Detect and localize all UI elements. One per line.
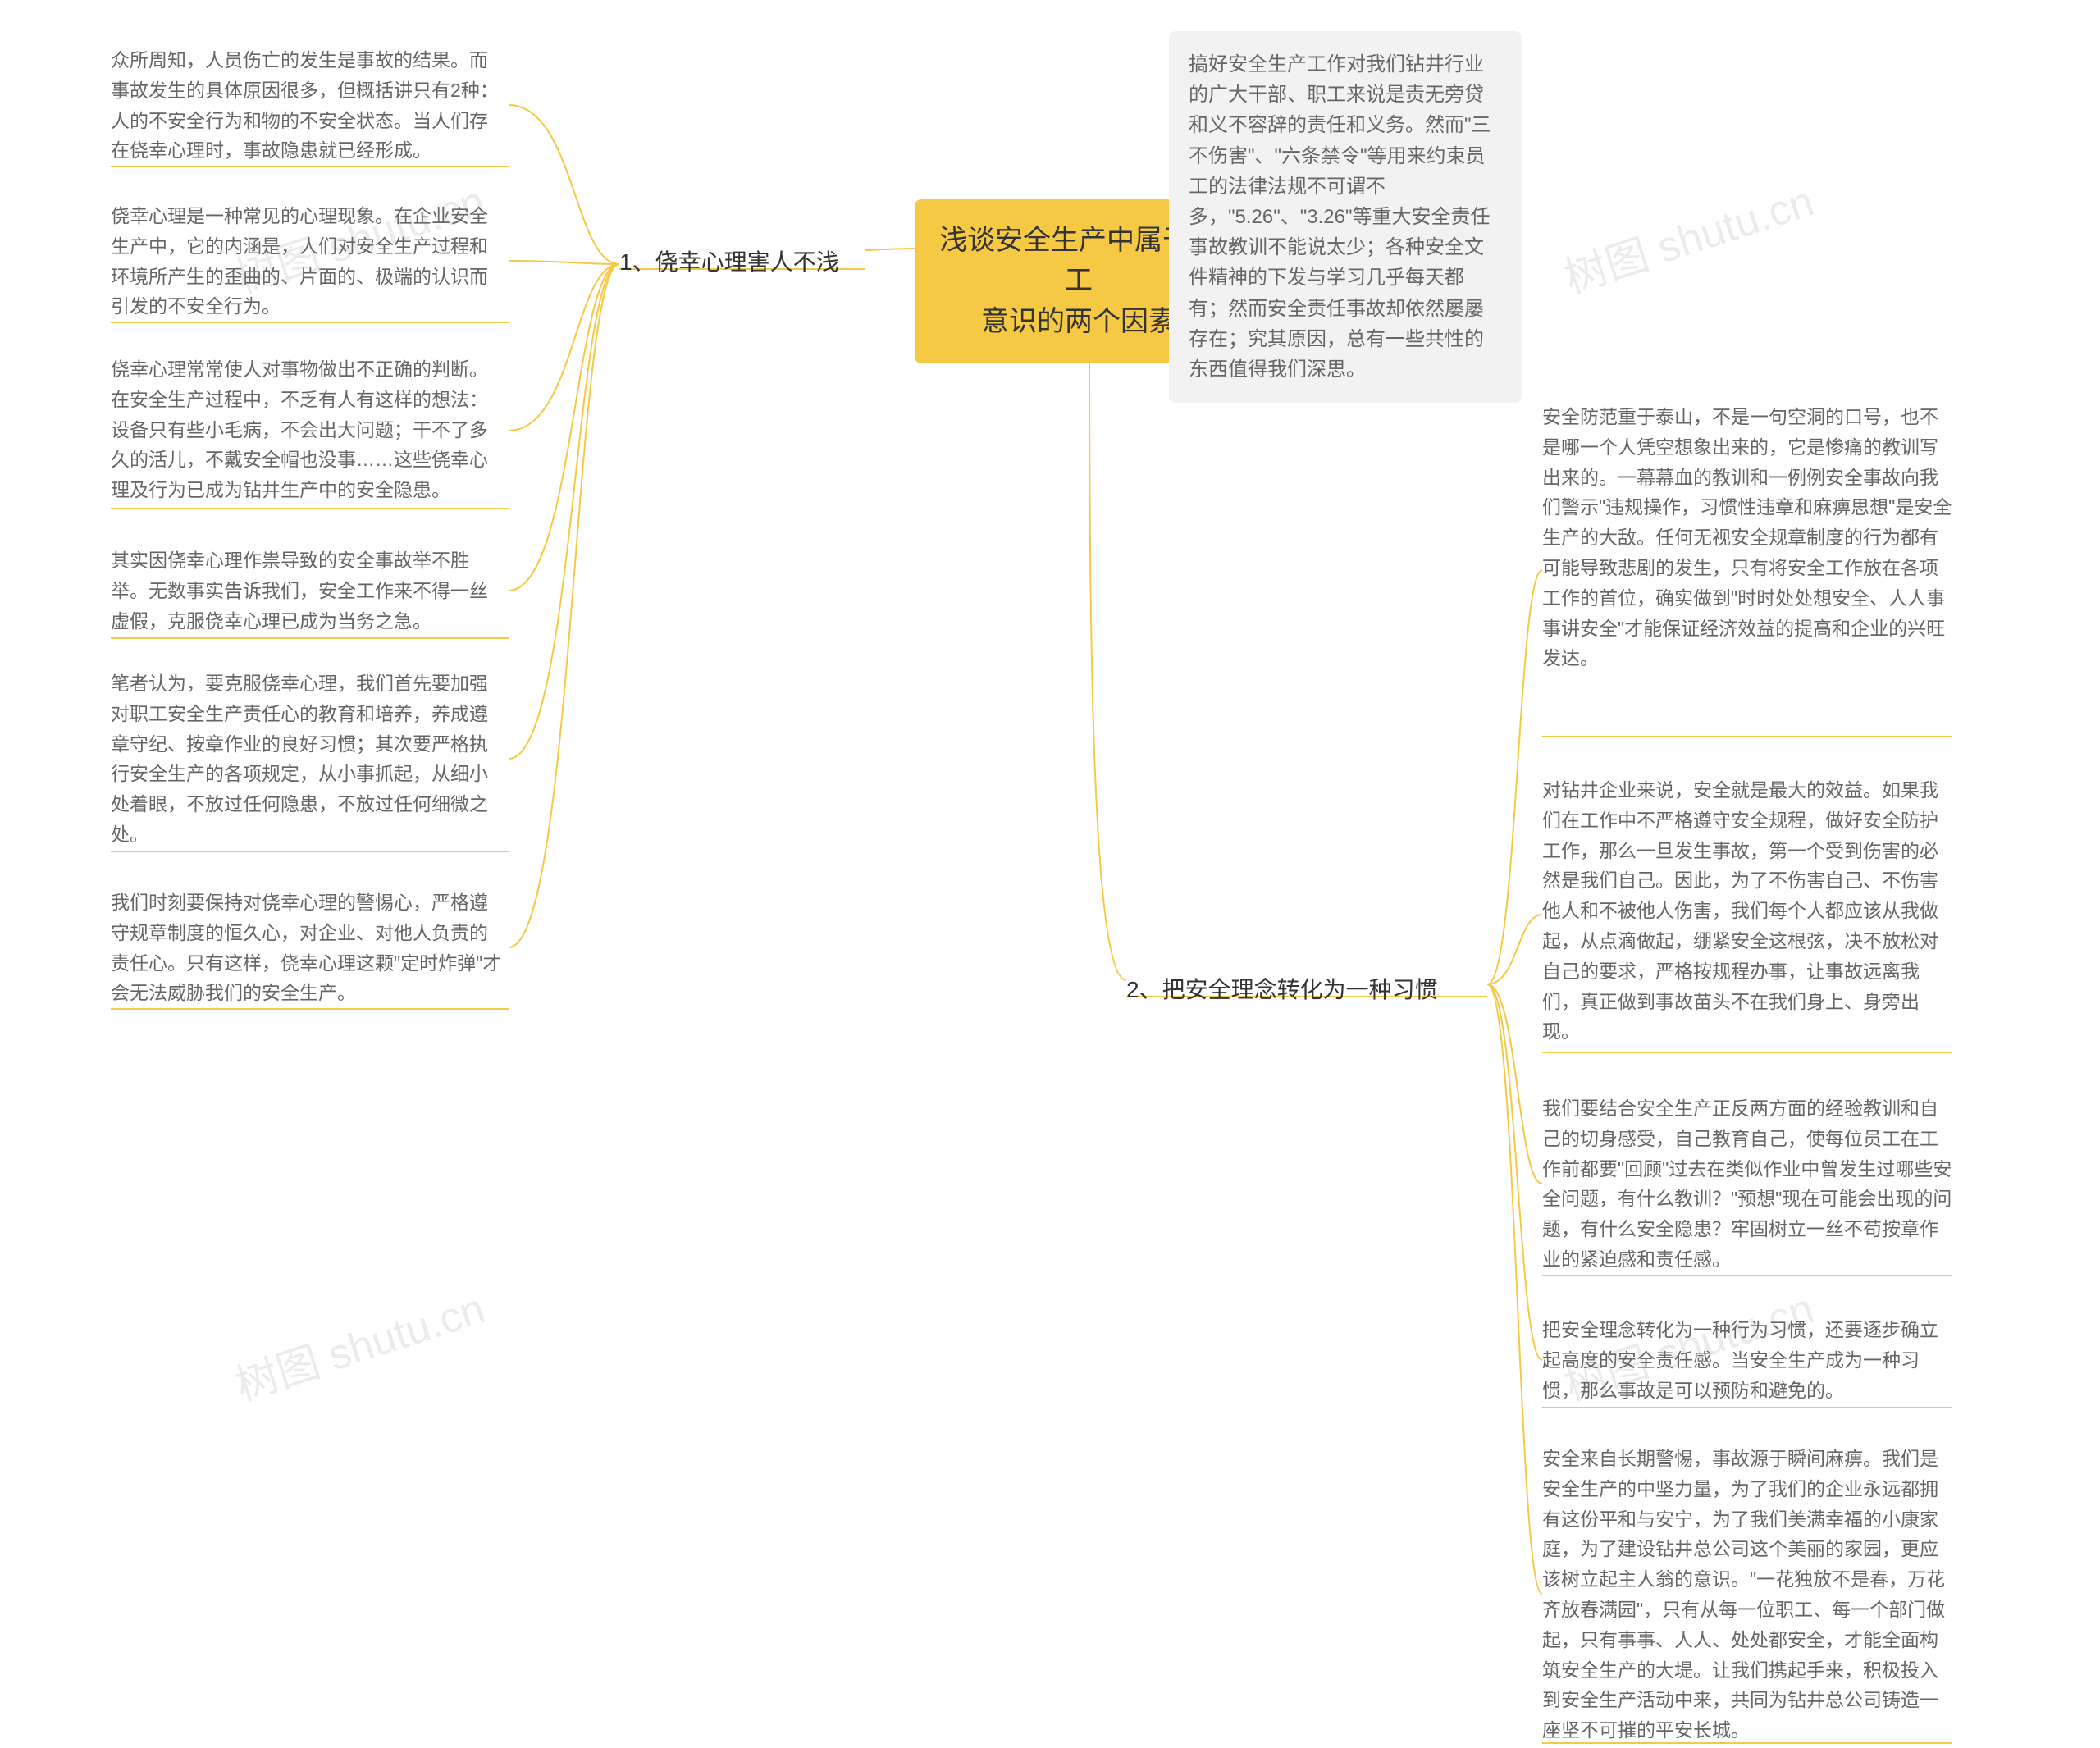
right-branch[interactable]: 2、把安全理念转化为一种习惯 <box>1126 964 1487 1015</box>
right-branch-label: 2、把安全理念转化为一种习惯 <box>1126 977 1438 1002</box>
right-leaf-2[interactable]: 我们要结合安全生产正反两方面的经验教训和自己的切身感受，自己教育自己，使每位员工… <box>1542 1093 1952 1275</box>
left-leaf-text: 侥幸心理是一种常见的心理现象。在企业安全生产中，它的内涵是，人们对安全生产过程和… <box>111 205 488 317</box>
left-leaf-3[interactable]: 其实因侥幸心理作祟导致的安全事故举不胜举。无数事实告诉我们，安全工作来不得一丝虚… <box>111 545 504 636</box>
right-leaf-4[interactable]: 安全来自长期警惕，事故源于瞬间麻痹。我们是安全生产的中坚力量，为了我们的企业永远… <box>1542 1444 1952 1746</box>
right-leaf-text: 把安全理念转化为一种行为习惯，还要逐步确立起高度的安全责任感。当安全生产成为一种… <box>1542 1319 1938 1401</box>
right-leaf-text: 安全防范重于泰山，不是一句空洞的口号，也不是哪一个人凭空想象出来的，它是惨痛的教… <box>1542 406 1952 669</box>
intro-text: 搞好安全生产工作对我们钻井行业的广大干部、职工来说是责无旁贷和义不容辞的责任和义… <box>1189 53 1491 381</box>
root-title-line2: 意识的两个因素 <box>981 306 1176 337</box>
left-leaf-5[interactable]: 我们时刻要保持对侥幸心理的警惕心，严格遵守规章制度的恒久心，对企业、对他人负责的… <box>111 888 504 1008</box>
right-leaf-3[interactable]: 把安全理念转化为一种行为习惯，还要逐步确立起高度的安全责任感。当安全生产成为一种… <box>1542 1315 1952 1405</box>
watermark: 树图 shutu.cn <box>226 1274 491 1413</box>
right-leaf-text: 我们要结合安全生产正反两方面的经验教训和自己的切身感受，自己教育自己，使每位员工… <box>1542 1098 1952 1270</box>
left-leaf-text: 我们时刻要保持对侥幸心理的警惕心，严格遵守规章制度的恒久心，对企业、对他人负责的… <box>111 892 501 1003</box>
left-leaf-0[interactable]: 众所周知，人员伤亡的发生是事故的结果。而事故发生的具体原因很多，但概括讲只有2种… <box>111 45 504 166</box>
left-branch-label: 1、侥幸心理害人不浅 <box>619 249 839 275</box>
left-leaf-text: 侥幸心理常常使人对事物做出不正确的判断。在安全生产过程中，不乏有人有这样的想法：… <box>111 358 488 500</box>
right-leaf-0[interactable]: 安全防范重于泰山，不是一句空洞的口号，也不是哪一个人凭空想象出来的，它是惨痛的教… <box>1542 402 1952 673</box>
left-leaf-2[interactable]: 侥幸心理常常使人对事物做出不正确的判断。在安全生产过程中，不乏有人有这样的想法：… <box>111 354 504 505</box>
left-leaf-4[interactable]: 笔者认为，要克服侥幸心理，我们首先要加强对职工安全生产责任心的教育和培养，养成遵… <box>111 669 504 850</box>
left-leaf-text: 众所周知，人员伤亡的发生是事故的结果。而事故发生的具体原因很多，但概括讲只有2种… <box>111 49 499 161</box>
left-leaf-1[interactable]: 侥幸心理是一种常见的心理现象。在企业安全生产中，它的内涵是，人们对安全生产过程和… <box>111 201 504 322</box>
right-leaf-text: 安全来自长期警惕，事故源于瞬间麻痹。我们是安全生产的中坚力量，为了我们的企业永远… <box>1542 1448 1945 1741</box>
right-leaf-text: 对钻井企业来说，安全就是最大的效益。如果我们在工作中不严格遵守安全规程，做好安全… <box>1542 779 1938 1042</box>
intro-box[interactable]: 搞好安全生产工作对我们钻井行业的广大干部、职工来说是责无旁贷和义不容辞的责任和义… <box>1169 31 1522 403</box>
left-branch[interactable]: 1、侥幸心理害人不浅 <box>619 236 865 288</box>
watermark: 树图 shutu.cn <box>1555 167 1820 305</box>
left-leaf-text: 其实因侥幸心理作祟导致的安全事故举不胜举。无数事实告诉我们，安全工作来不得一丝虚… <box>111 550 488 632</box>
left-leaf-text: 笔者认为，要克服侥幸心理，我们首先要加强对职工安全生产责任心的教育和培养，养成遵… <box>111 673 488 845</box>
right-leaf-1[interactable]: 对钻井企业来说，安全就是最大的效益。如果我们在工作中不严格遵守安全规程，做好安全… <box>1542 775 1952 1047</box>
